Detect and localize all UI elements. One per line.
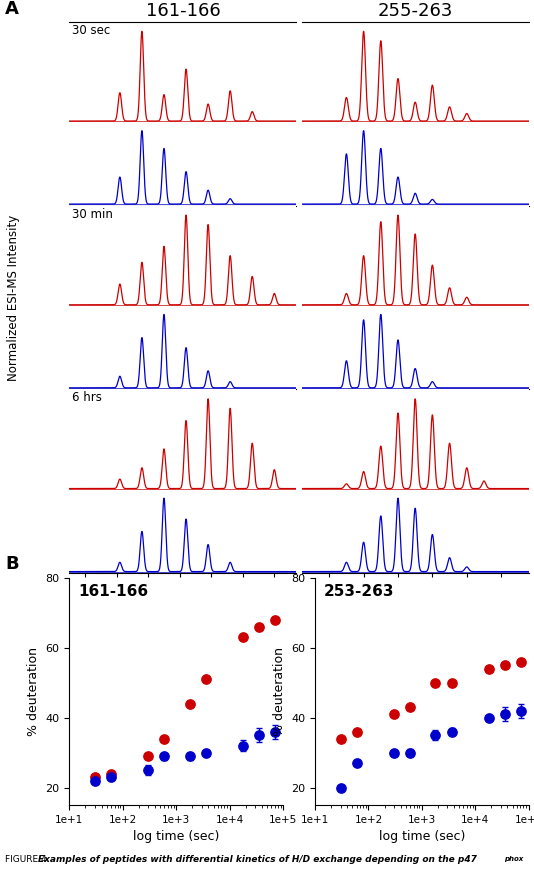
Point	[517, 704, 525, 717]
Point	[202, 746, 210, 760]
Point	[255, 728, 264, 742]
Text: phox: phox	[504, 856, 523, 862]
Point	[186, 749, 194, 763]
Text: 253-263: 253-263	[324, 584, 394, 599]
Text: 255-263: 255-263	[378, 2, 453, 20]
Point	[447, 724, 456, 738]
Point	[107, 766, 115, 780]
Point	[144, 749, 153, 763]
Point	[352, 756, 361, 770]
Point	[501, 658, 509, 672]
Point	[431, 728, 440, 742]
Point	[160, 749, 169, 763]
Text: 30 sec: 30 sec	[72, 24, 110, 37]
X-axis label: log time (sec): log time (sec)	[379, 830, 465, 844]
Point	[271, 724, 280, 738]
Point	[485, 710, 493, 724]
Point	[447, 676, 456, 690]
Point	[91, 774, 99, 788]
Text: 161-166: 161-166	[146, 2, 220, 20]
Y-axis label: % deuteration: % deuteration	[273, 647, 286, 736]
Point	[239, 630, 248, 644]
Text: Normalized ESI-MS Intensity: Normalized ESI-MS Intensity	[7, 214, 20, 381]
Point	[406, 700, 414, 714]
Point	[406, 746, 414, 760]
Point	[186, 696, 194, 710]
Point	[501, 707, 509, 721]
Text: B: B	[5, 555, 19, 573]
Point	[336, 732, 345, 746]
Text: Examples of peptides with differential kinetics of H/D exchange depending on the: Examples of peptides with differential k…	[38, 856, 477, 864]
Text: 30 min: 30 min	[72, 207, 113, 220]
Point	[517, 654, 525, 668]
X-axis label: m/z: m/z	[404, 595, 426, 608]
Point	[91, 770, 99, 784]
Point	[390, 746, 398, 760]
Text: 6 hrs: 6 hrs	[72, 391, 101, 404]
Text: FIGURE 4.: FIGURE 4.	[5, 856, 53, 864]
Point	[390, 707, 398, 721]
Point	[107, 770, 115, 784]
Point	[202, 672, 210, 686]
Point	[271, 612, 280, 626]
X-axis label: m/z: m/z	[172, 595, 194, 608]
Point	[431, 676, 440, 690]
Text: A: A	[5, 0, 19, 18]
Point	[352, 724, 361, 738]
Point	[160, 732, 169, 746]
Point	[255, 620, 264, 634]
Y-axis label: % deuteration: % deuteration	[27, 647, 40, 736]
Point	[336, 780, 345, 794]
Point	[485, 662, 493, 676]
X-axis label: log time (sec): log time (sec)	[133, 830, 219, 844]
Text: 161-166: 161-166	[78, 584, 148, 599]
Point	[144, 763, 153, 777]
Point	[239, 738, 248, 752]
